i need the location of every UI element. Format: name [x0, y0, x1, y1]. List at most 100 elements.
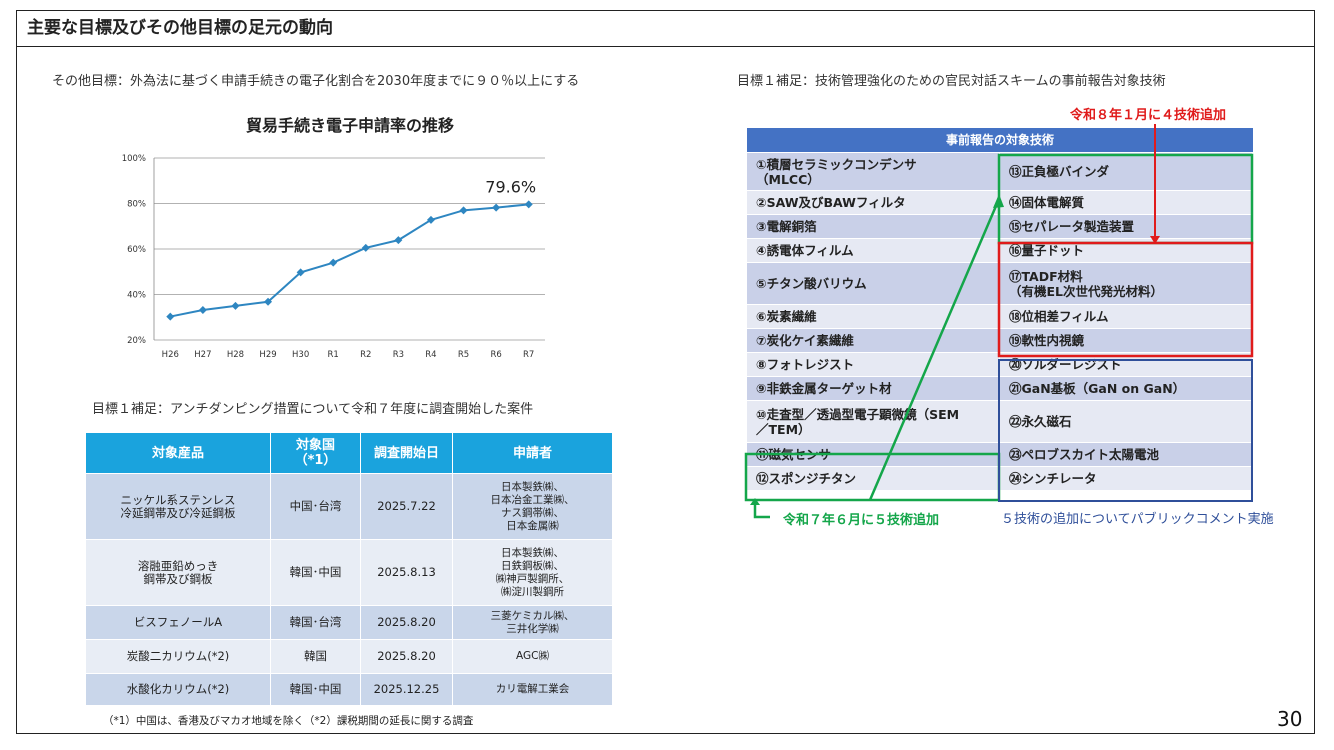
- x-tick-label: R6: [490, 350, 501, 360]
- table-row: ニッケル系ステンレス 冷延鋼帯及び冷延鋼板 中国･台湾 2025.7.22 日本製鉄㈱…: [85, 473, 613, 540]
- series-line: [170, 203, 529, 318]
- tech-item: ③電解銅箔: [747, 215, 999, 238]
- note-blue-public-comment: ５技術の追加についてパブリックコメント実施: [1001, 512, 1274, 527]
- tech-item-label: ⑯量子ドット: [1009, 243, 1085, 258]
- tech-item: ⑧フォトレジスト: [747, 353, 999, 376]
- table-cell: 日本製鉄㈱、 日鉄鋼板㈱、 ㈱神戸製鋼所、 ㈱淀川製鋼所: [452, 539, 613, 606]
- tech-item: ⑦炭化ケイ素繊維: [747, 329, 999, 352]
- tech-item: ②SAW及びBAWフィルタ: [747, 191, 999, 214]
- table-cell: 韓国･中国: [270, 539, 361, 606]
- tech-item-label: ⑲軟性内視鏡: [1009, 333, 1085, 348]
- data-point: [166, 312, 175, 321]
- data-point: [492, 203, 501, 212]
- tech-item: ㉔シンチレータ: [1000, 467, 1252, 490]
- table-cell: 三菱ケミカル㈱、 三井化学㈱: [452, 605, 613, 640]
- tech-item: ⑤チタン酸バリウム: [747, 263, 999, 304]
- tech-item: ⑯量子ドット: [1000, 239, 1252, 262]
- x-tick-label: R2: [360, 350, 371, 360]
- tech-item: ⑩走査型／透過型電子顕微鏡（SEM ／TEM）: [747, 401, 999, 442]
- tech-item: ⑨非鉄金属ターゲット材: [747, 377, 999, 400]
- table-cell: 韓国: [270, 639, 361, 674]
- tech-item-label: ⑧フォトレジスト: [756, 357, 855, 372]
- tech-item-label: ㉔シンチレータ: [1009, 471, 1097, 486]
- x-tick-label: H26: [162, 350, 179, 360]
- table-caption: 目標１補足：アンチダンピング措置について令和７年度に調査開始した案件: [92, 402, 534, 417]
- table-cell: カリ電解工業会: [452, 673, 613, 706]
- table-cell: 2025.7.22: [360, 473, 453, 540]
- footnote: （*1）中国は、香港及びマカオ地域を除く（*2）課税期間の延長に関する調査: [103, 715, 474, 727]
- data-point: [426, 215, 435, 224]
- tech-item: ⑪磁気センサー: [747, 443, 999, 466]
- x-tick-label: H29: [259, 350, 276, 360]
- x-tick-label: H30: [292, 350, 309, 360]
- table-cell: ビスフェノールA: [85, 605, 271, 640]
- tech-item: ㉒永久磁石: [1000, 401, 1252, 442]
- table-cell: 溶融亜鉛めっき 鋼帯及び鋼板: [85, 539, 271, 606]
- note-red-addition: 令和８年１月に４技術追加: [1070, 108, 1227, 123]
- table-cell: 韓国･台湾: [270, 605, 361, 640]
- tech-item-label: ③電解銅箔: [756, 219, 817, 234]
- tech-item-label: ㉒永久磁石: [1009, 414, 1072, 429]
- data-point: [264, 297, 273, 306]
- table-cell: 2025.8.20: [360, 639, 453, 674]
- table-cell: 韓国･中国: [270, 673, 361, 706]
- y-tick-label: 80%: [127, 200, 146, 210]
- slide-frame: 主要な目標及びその他目標の足元の動向: [16, 10, 1315, 734]
- tech-caption: 目標１補足：技術管理強化のための官民対話スキームの事前報告対象技術: [737, 74, 1166, 89]
- tech-item: ⑱位相差フィルム: [1000, 305, 1252, 328]
- tech-item: ㉑GaN基板（GaN on GaN）: [1000, 377, 1252, 400]
- tech-item: ④誘電体フィルム: [747, 239, 999, 262]
- tech-item: ⑬正負極バインダ: [1000, 153, 1252, 190]
- tech-item-label: ⑥炭素繊維: [756, 309, 817, 324]
- tech-item-label: ②SAW及びBAWフィルタ: [756, 195, 906, 210]
- tech-item-label: ⑫スポンジチタン: [756, 471, 857, 486]
- table-header-cell: 対象産品: [85, 432, 271, 474]
- tech-table: ①積層セラミックコンデンサ （MLCC） ⑬正負極バインダ ②SAW及びBAWフィル…: [747, 153, 1253, 501]
- last-value-label: 79.6%: [485, 177, 536, 196]
- chart-caption: その他目標：外為法に基づく申請手続きの電子化割合を2030年度までに９０％以上に…: [52, 74, 580, 89]
- data-point: [296, 268, 305, 277]
- tech-item-label: ⑳ソルダーレジスト: [1009, 357, 1122, 372]
- tech-item-label: ⑤チタン酸バリウム: [756, 276, 867, 291]
- tech-item: ⑮セパレータ製造装置: [1000, 215, 1252, 238]
- table-cell: 2025.8.20: [360, 605, 453, 640]
- chart-title: 貿易手続き電子申請率の推移: [245, 116, 454, 135]
- data-point: [329, 258, 338, 267]
- tech-item-label: ⑪磁気センサー: [756, 447, 844, 462]
- tech-item: ⑫スポンジチタン: [747, 467, 999, 490]
- data-point: [459, 206, 468, 215]
- page-title: 主要な目標及びその他目標の足元の動向: [17, 11, 1314, 47]
- tech-item-label: ①積層セラミックコンデンサ （MLCC）: [756, 156, 917, 187]
- tech-item: ⑲軟性内視鏡: [1000, 329, 1252, 352]
- table-row: 水酸化カリウム(*2) 韓国･中国 2025.12.25 カリ電解工業会: [85, 673, 613, 706]
- table-cell: 2025.8.13: [360, 539, 453, 606]
- table-cell: ニッケル系ステンレス 冷延鋼帯及び冷延鋼板: [85, 473, 271, 540]
- x-tick-label: R5: [458, 350, 469, 360]
- table-header-cell: 調査開始日: [360, 432, 453, 474]
- tech-item-label: ⑮セパレータ製造装置: [1009, 219, 1135, 234]
- tech-item-label: ④誘電体フィルム: [756, 243, 854, 258]
- table-row: ビスフェノールA 韓国･台湾 2025.8.20 三菱ケミカル㈱、 三井化学㈱: [85, 605, 613, 640]
- tech-item-label: ⑭固体電解質: [1009, 195, 1085, 210]
- note-green-addition: 令和７年６月に５技術追加: [783, 513, 940, 528]
- data-point: [198, 305, 207, 314]
- y-tick-label: 20%: [127, 336, 146, 346]
- tech-item: ⑭固体電解質: [1000, 191, 1252, 214]
- data-point: [394, 236, 403, 245]
- x-tick-label: R1: [328, 350, 339, 360]
- data-point: [524, 200, 533, 209]
- x-tick-label: R4: [425, 350, 436, 360]
- y-tick-label: 100%: [122, 154, 146, 164]
- x-tick-label: R7: [523, 350, 534, 360]
- data-point: [231, 301, 240, 310]
- tech-item-label: ㉓ペロブスカイト太陽電池: [1009, 447, 1160, 462]
- page-number: 30: [1277, 707, 1303, 731]
- tech-item-label: ⑰TADF材料 （有機EL次世代発光材料）: [1009, 268, 1164, 299]
- table-header-cell: 申請者: [452, 432, 613, 474]
- table-cell: 炭酸二カリウム(*2): [85, 639, 271, 674]
- x-tick-label: H27: [194, 350, 211, 360]
- tech-item-label: ⑬正負極バインダ: [1009, 164, 1110, 179]
- table-cell: 日本製鉄㈱、 日本冶金工業㈱、 ナス鋼帯㈱、 日本金属㈱: [452, 473, 613, 540]
- table-cell: 中国･台湾: [270, 473, 361, 540]
- table-cell: AGC㈱: [452, 639, 613, 674]
